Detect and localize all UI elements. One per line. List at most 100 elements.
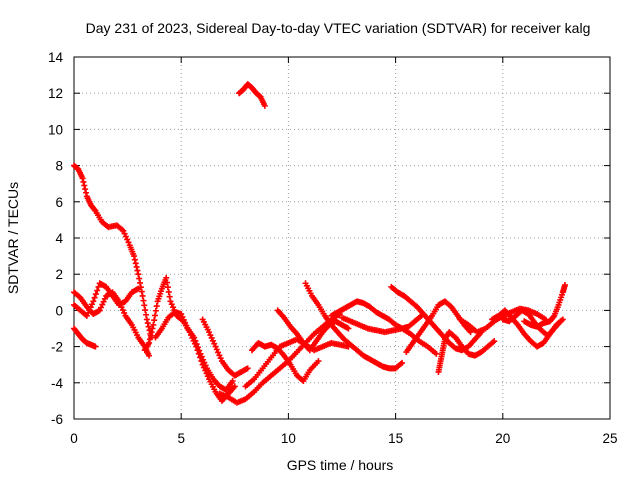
y-tick-label: 0 [55,303,63,318]
data-point [138,288,145,295]
data-point [399,359,406,366]
data-points [71,81,568,406]
data-point [315,358,322,365]
data-point [433,350,440,357]
y-tick-label: -4 [51,376,63,391]
y-tick-label: 6 [55,195,63,210]
data-point [550,313,557,320]
data-point [146,336,153,343]
data-point [191,334,198,341]
series-arc-14 [328,298,425,332]
data-point [229,377,236,384]
series-arc-15 [339,314,440,357]
data-point [149,325,156,332]
data-point [143,311,150,318]
series-arc-1 [71,162,155,341]
data-point [194,344,201,351]
data-point [91,206,98,213]
data-point [94,287,101,294]
series-arc-10 [248,339,322,384]
data-point [135,285,142,292]
series-arc-8 [216,311,343,406]
series-arc-13 [302,280,406,372]
x-tick-label: 15 [388,431,403,446]
data-point [166,293,173,300]
data-point [163,274,170,281]
data-point [193,341,200,348]
data-point [491,338,498,345]
data-point [148,329,155,336]
data-point [80,178,87,185]
data-point [139,292,146,299]
series-arc-11 [274,307,352,354]
x-tick-label: 0 [70,431,78,446]
data-point [92,291,99,298]
series-arc-16 [388,283,485,354]
y-tick-label: 12 [48,86,63,101]
x-axis-label: GPS time / hours [287,457,394,473]
data-point [82,186,89,193]
data-point [91,294,98,301]
chart-title: Day 231 of 2023, Sidereal Day-to-day VTE… [86,20,591,36]
data-point [81,182,88,189]
data-point [152,312,159,319]
y-axis-ticks: -6 -4 -2 0 2 4 6 8 10 12 14 [48,50,610,427]
data-point [152,307,159,314]
data-point [92,343,99,350]
series-arc-22 [499,307,564,339]
data-point [131,256,138,263]
data-point [467,329,474,336]
data-point [137,279,144,286]
data-point [192,337,199,344]
data-point [132,260,139,267]
data-point [79,175,86,182]
y-tick-label: 4 [55,231,63,246]
y-axis-label: SDTVAR / TECUs [5,182,21,294]
data-point [147,332,154,339]
data-point [231,383,238,390]
data-point [146,352,153,359]
y-tick-label: -2 [51,340,63,355]
data-point [345,325,352,332]
data-point [244,365,251,372]
y-tick-label: -6 [51,412,63,427]
x-tick-label: 5 [177,431,185,446]
x-axis-ticks: 0 5 10 15 20 25 [70,57,618,446]
data-point [133,263,140,270]
series-arc-6 [152,309,236,394]
data-point [136,275,143,282]
data-point [135,271,142,278]
data-point [145,323,152,330]
series-arc-17 [403,298,474,356]
series-arc-7 [199,316,251,379]
y-tick-label: 8 [55,159,63,174]
x-tick-label: 20 [495,431,510,446]
data-point [151,317,158,324]
x-tick-label: 25 [602,431,617,446]
data-point [134,267,141,274]
data-point [165,288,172,295]
data-point [90,298,97,305]
y-tick-label: 14 [48,50,64,65]
data-point [153,303,160,310]
data-point [83,189,90,196]
data-point [140,297,147,304]
x-tick-label: 10 [281,431,296,446]
data-point [557,318,564,325]
data-point [131,253,138,260]
data-point [164,279,171,286]
series-arc-3 [71,289,153,359]
data-point [142,307,149,314]
series-arc-18 [435,329,498,375]
series-arc-4 [71,280,142,319]
series-arc-9 [242,336,352,390]
data-point [141,302,148,309]
data-point [196,347,203,354]
data-point [143,316,150,323]
data-point [261,102,268,109]
y-tick-label: 2 [55,267,63,282]
data-point [144,320,151,327]
data-point [561,282,568,289]
y-tick-label: 10 [48,122,63,137]
